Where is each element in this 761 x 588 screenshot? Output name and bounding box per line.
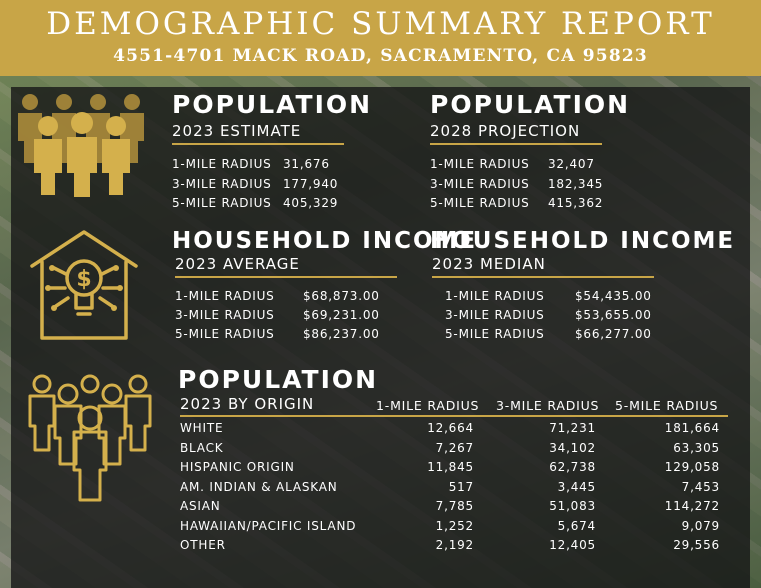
pop2023-subtitle: 2023 ESTIMATE: [172, 122, 302, 140]
income-median-divider: [432, 276, 654, 278]
report-header: DEMOGRAPHIC SUMMARY REPORT 4551-4701 MAC…: [0, 0, 761, 76]
people-group-icon: [18, 94, 144, 197]
income-median-subtitle: 2023 MEDIAN: [432, 255, 546, 273]
pop2023-divider: [172, 143, 344, 145]
origin-subtitle: 2023 BY ORIGIN: [180, 395, 315, 413]
income-avg-divider: [175, 276, 397, 278]
report-title: DEMOGRAPHIC SUMMARY REPORT: [46, 6, 715, 42]
income-median-title: HOUSEHOLD INCOME: [430, 228, 736, 254]
origin-col-1mile: 1-MILE RADIUS: [376, 398, 480, 413]
origin-divider: [180, 415, 728, 417]
svg-text:$: $: [76, 267, 91, 292]
content-panel: [11, 87, 750, 588]
house-dollar-bulb-icon: $: [30, 230, 138, 340]
pop2023-title: POPULATION: [172, 90, 373, 119]
pop2028-title: POPULATION: [430, 90, 631, 119]
people-outline-icon: [28, 374, 152, 502]
income-avg-title: HOUSEHOLD INCOME: [172, 228, 478, 254]
pop2028-subtitle: 2028 PROJECTION: [430, 122, 581, 140]
pop2028-divider: [430, 143, 602, 145]
origin-title: POPULATION: [178, 365, 379, 394]
property-address: 4551-4701 MACK ROAD, SACRAMENTO, CA 9582…: [113, 46, 648, 66]
origin-col-3mile: 3-MILE RADIUS: [496, 398, 600, 413]
origin-col-5mile: 5-MILE RADIUS: [615, 398, 719, 413]
income-avg-subtitle: 2023 AVERAGE: [175, 255, 300, 273]
